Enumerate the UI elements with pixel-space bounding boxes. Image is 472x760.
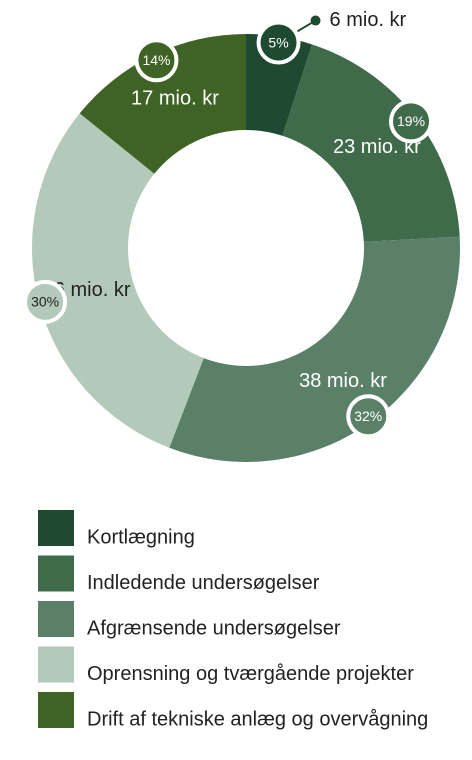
legend-label: Drift af tekniske anlæg og overvågning <box>87 708 428 730</box>
legend-label: Kortlægning <box>87 526 195 548</box>
value-label: 6 mio. kr <box>330 9 407 31</box>
donut-segment <box>246 34 313 136</box>
legend-swatch <box>38 692 74 728</box>
legend-swatch <box>38 555 74 592</box>
percent-badge <box>23 279 68 324</box>
value-label: 23 mio. kr <box>333 136 421 158</box>
percent-badge <box>134 38 179 83</box>
legend-label: Afgrænsende undersøgelser <box>87 617 341 639</box>
donut-segment <box>32 113 204 448</box>
donut-segment <box>169 236 461 462</box>
percent-label: 19% <box>397 113 425 129</box>
value-label: 38 mio. kr <box>299 370 387 392</box>
percent-label: 30% <box>31 294 59 310</box>
percent-label: 14% <box>142 52 170 68</box>
percent-label: 5% <box>268 34 288 50</box>
percent-badge <box>346 394 391 439</box>
legend-swatch <box>38 510 74 546</box>
percent-label: 32% <box>354 408 382 424</box>
legend-label: Oprensning og tværgående projekter <box>87 663 414 685</box>
legend-label: Indledende undersøgelser <box>87 572 320 594</box>
legend-swatch <box>38 601 74 637</box>
donut-segment <box>79 34 246 174</box>
value-label: 17 mio. kr <box>131 87 219 109</box>
percent-badge <box>256 20 301 65</box>
percent-badge <box>389 99 434 144</box>
leader-dot <box>310 15 321 26</box>
donut-segment <box>282 44 460 242</box>
legend-swatch <box>38 646 74 683</box>
